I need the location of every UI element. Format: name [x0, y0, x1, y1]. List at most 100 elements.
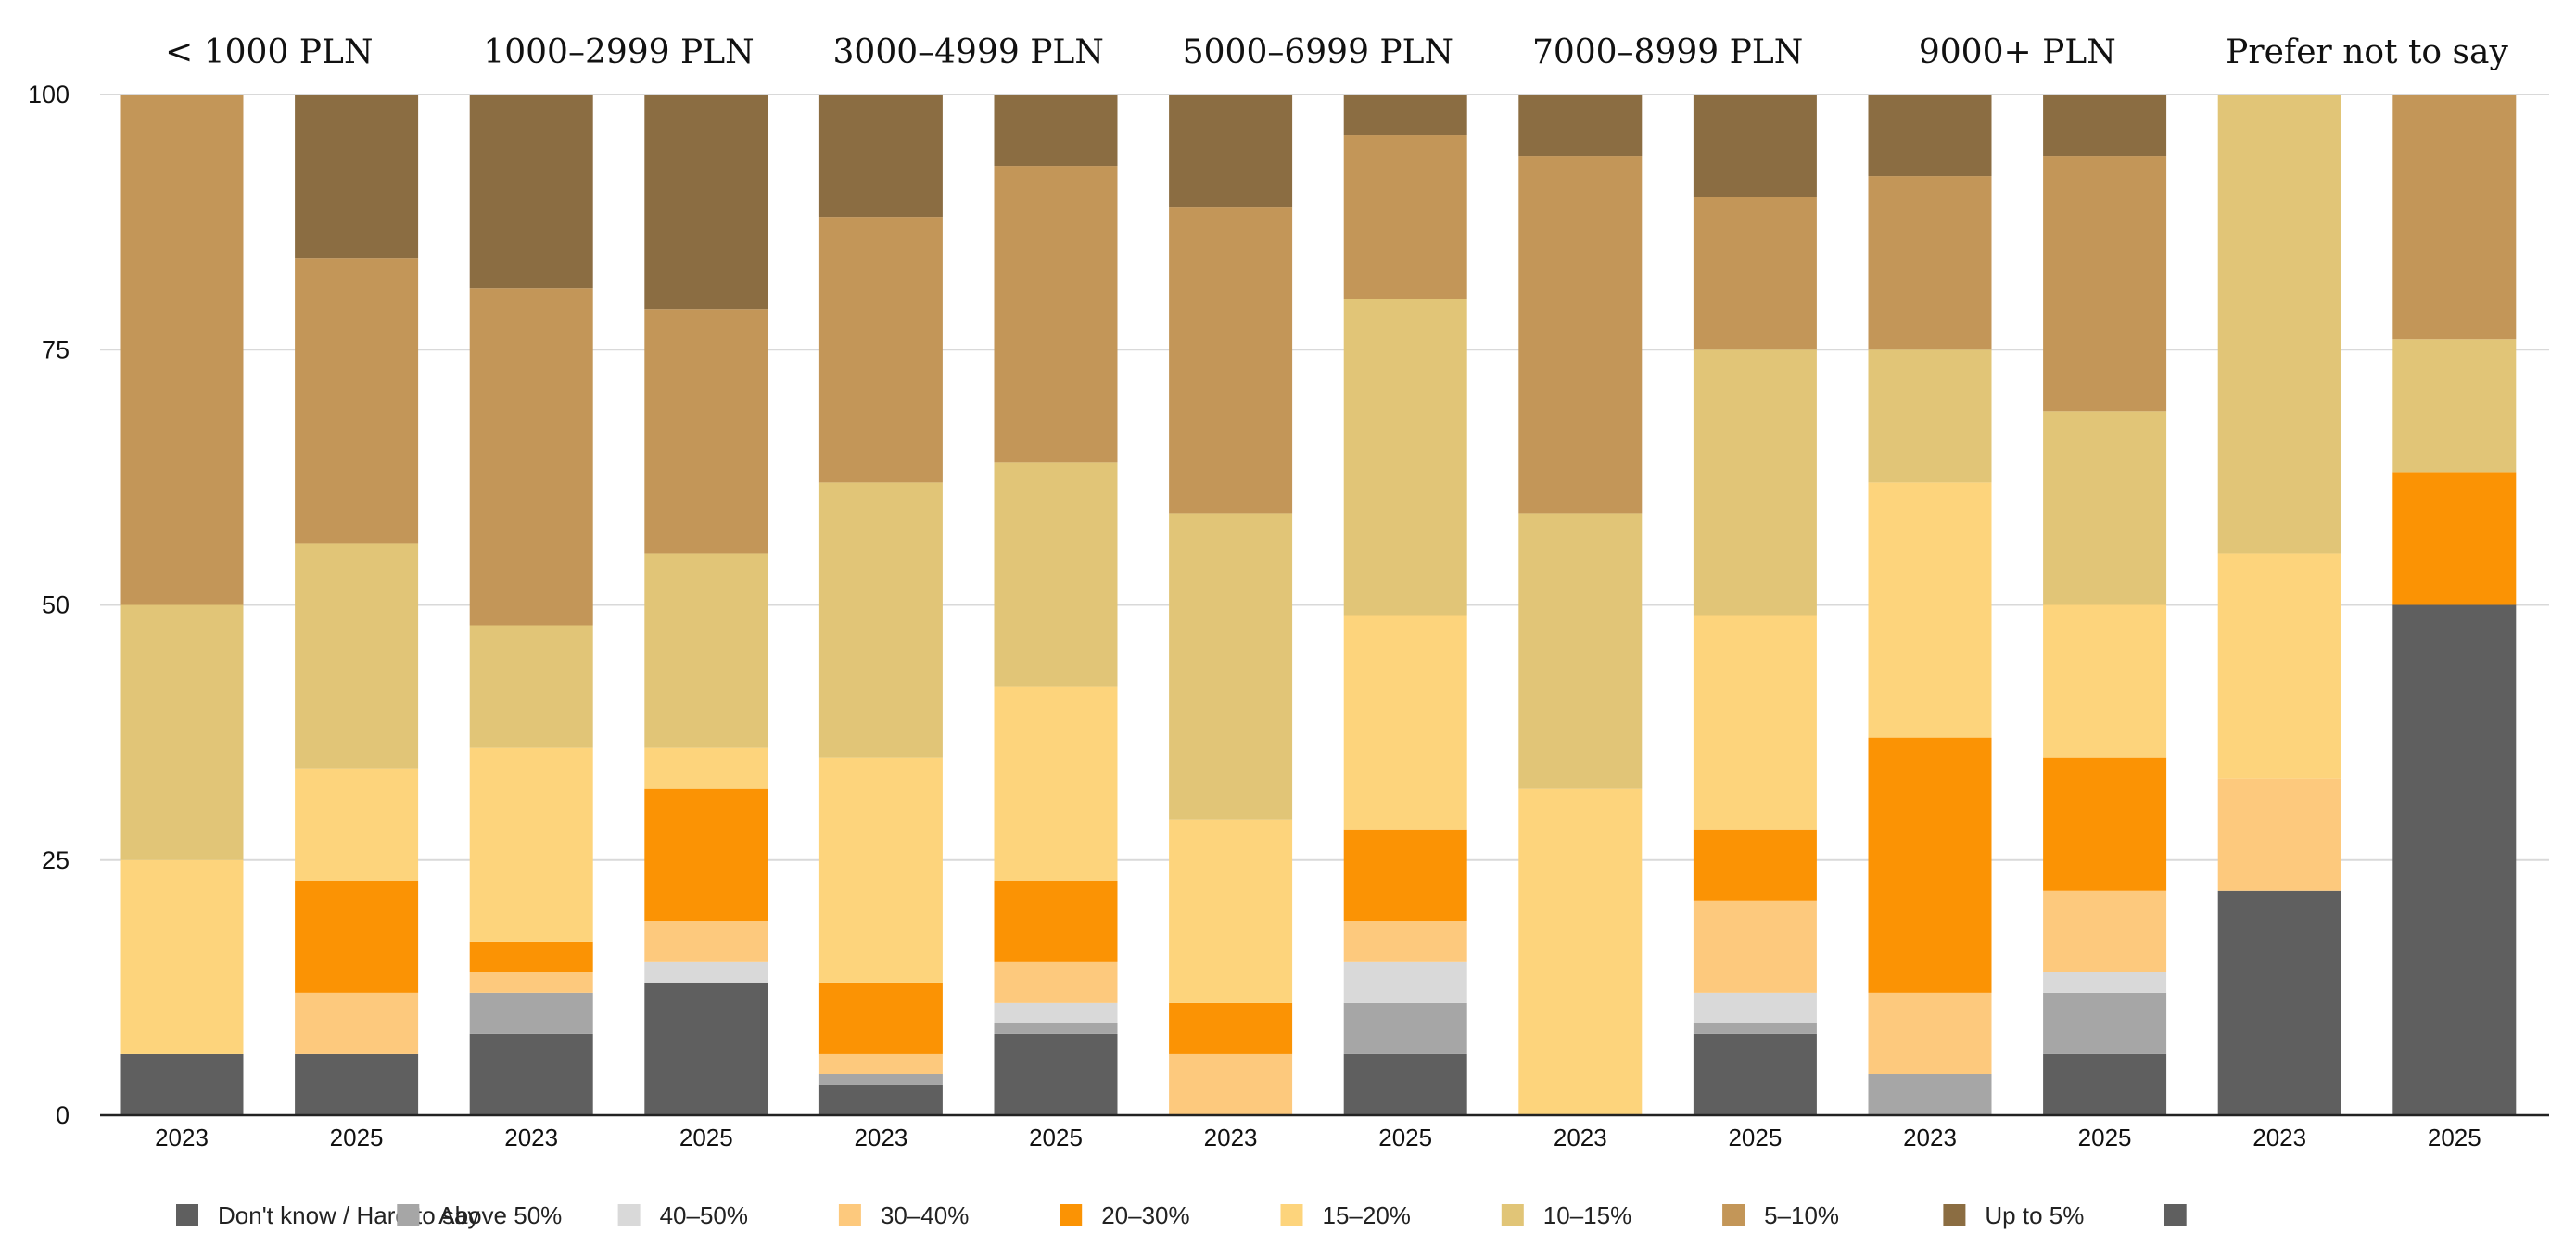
- bar-stack: [2392, 95, 2517, 1115]
- bar-stack: [1343, 95, 1467, 1115]
- bar-segment: [469, 941, 593, 972]
- gridlines: [100, 94, 2549, 861]
- bar-segment: [1169, 513, 1293, 820]
- bar-segment: [2043, 1053, 2167, 1115]
- bar-segment: [469, 992, 593, 1034]
- bar-segment: [994, 95, 1118, 167]
- bar-segment: [818, 1084, 943, 1115]
- x-tick-label: 2023: [1204, 1124, 1258, 1151]
- bar-segment: [1868, 992, 1992, 1074]
- legend-label: 15–20%: [1323, 1201, 1411, 1229]
- bar-segment: [1343, 1053, 1467, 1115]
- x-tick-label: 2025: [1029, 1124, 1083, 1151]
- group-title: 5000–6999 PLN: [1183, 33, 1453, 71]
- legend-swatch: [1280, 1204, 1303, 1226]
- bar-stack: [644, 95, 768, 1115]
- bar-segment: [2043, 890, 2167, 972]
- bar-segment: [818, 482, 943, 758]
- bar-stack: [469, 95, 593, 1115]
- bar-segment: [295, 880, 419, 993]
- bar-segment: [295, 95, 419, 259]
- legend-label: Don't know / Hard to say: [218, 1201, 479, 1229]
- x-tick-label: 2025: [2428, 1124, 2481, 1151]
- bar-segment: [644, 788, 768, 921]
- bar-stack: [120, 95, 244, 1115]
- legend-swatch: [1943, 1204, 1966, 1226]
- bar-segment: [2043, 156, 2167, 412]
- group-titles: < 1000 PLN 1000–2999 PLN 3000–4999 PLN 5000…: [165, 33, 2508, 71]
- bar-segment: [644, 95, 768, 310]
- bar-segment: [1693, 95, 1817, 197]
- bar-stack: [1868, 95, 1992, 1115]
- legend-label: 30–40%: [881, 1201, 969, 1229]
- x-tick-label: 2025: [1378, 1124, 1432, 1151]
- bar-segment: [295, 1053, 419, 1115]
- bars: [120, 95, 2517, 1115]
- legend-swatch-unlabeled: [2164, 1204, 2187, 1226]
- bar-stack: [295, 95, 419, 1115]
- bar-segment: [1343, 299, 1467, 616]
- bar-segment: [2043, 992, 2167, 1054]
- bar-segment: [644, 982, 768, 1115]
- bar-stack: [1169, 95, 1293, 1115]
- bar-stack: [1518, 95, 1643, 1115]
- group-title: 3000–4999 PLN: [833, 33, 1104, 71]
- x-tick-label: 2023: [1554, 1124, 1607, 1151]
- bar-segment: [994, 1033, 1118, 1115]
- legend-item: 20–30%: [1060, 1201, 1190, 1229]
- legend-swatch: [617, 1204, 641, 1226]
- bar-segment: [2392, 339, 2517, 473]
- bar-segment: [295, 992, 419, 1054]
- bar-segment: [1693, 1033, 1817, 1115]
- bar-segment: [1868, 349, 1992, 483]
- bar-segment: [1693, 900, 1817, 993]
- axes: 0 25 50 75 100 2023 2025 2023 2025 2023 2025 2023 20…: [28, 81, 2549, 1151]
- bar-segment: [818, 217, 943, 483]
- bar-segment: [1343, 95, 1467, 136]
- bar-segment: [1169, 1002, 1293, 1054]
- bar-segment: [1868, 95, 1992, 177]
- bar-segment: [818, 1074, 943, 1085]
- bar-segment: [994, 1002, 1118, 1023]
- bar-segment: [818, 982, 943, 1054]
- x-tick-label: 2023: [1903, 1124, 1957, 1151]
- bar-segment: [469, 747, 593, 942]
- x-tick-label: 2025: [330, 1124, 384, 1151]
- bar-stack: [994, 95, 1118, 1115]
- legend-swatch: [176, 1204, 198, 1226]
- legend-label: Above 50%: [438, 1201, 562, 1229]
- bar-stack: [818, 95, 943, 1115]
- bar-stack: [2043, 95, 2167, 1115]
- legend-label: 10–15%: [1543, 1201, 1631, 1229]
- bar-segment: [1693, 992, 1817, 1023]
- bar-segment: [818, 1053, 943, 1074]
- bar-segment: [295, 543, 419, 769]
- bar-segment: [120, 859, 244, 1054]
- legend-item: 5–10%: [1722, 1201, 1839, 1229]
- bar-segment: [1343, 135, 1467, 299]
- bar-segment: [1693, 615, 1817, 830]
- legend-item: 10–15%: [1501, 1201, 1631, 1229]
- bar-segment: [2043, 972, 2167, 993]
- bar-segment: [818, 757, 943, 983]
- x-tick-label: 2023: [504, 1124, 558, 1151]
- bar-segment: [818, 95, 943, 218]
- legend-swatch: [1060, 1204, 1083, 1226]
- bar-segment: [2392, 95, 2517, 340]
- legend-label: Up to 5%: [1985, 1201, 2084, 1229]
- bar-segment: [2217, 778, 2341, 891]
- bar-segment: [1343, 829, 1467, 921]
- legend-swatch: [397, 1204, 420, 1226]
- y-tick-label: 100: [28, 81, 70, 108]
- bar-segment: [1693, 197, 1817, 350]
- bar-segment: [644, 747, 768, 789]
- bar-segment: [120, 604, 244, 860]
- bar-segment: [1343, 615, 1467, 830]
- legend-item: Up to 5%: [1943, 1201, 2084, 1229]
- bar-segment: [1518, 513, 1643, 789]
- bar-segment: [994, 462, 1118, 687]
- legend-label: 5–10%: [1764, 1201, 1839, 1229]
- bar-segment: [1343, 1002, 1467, 1054]
